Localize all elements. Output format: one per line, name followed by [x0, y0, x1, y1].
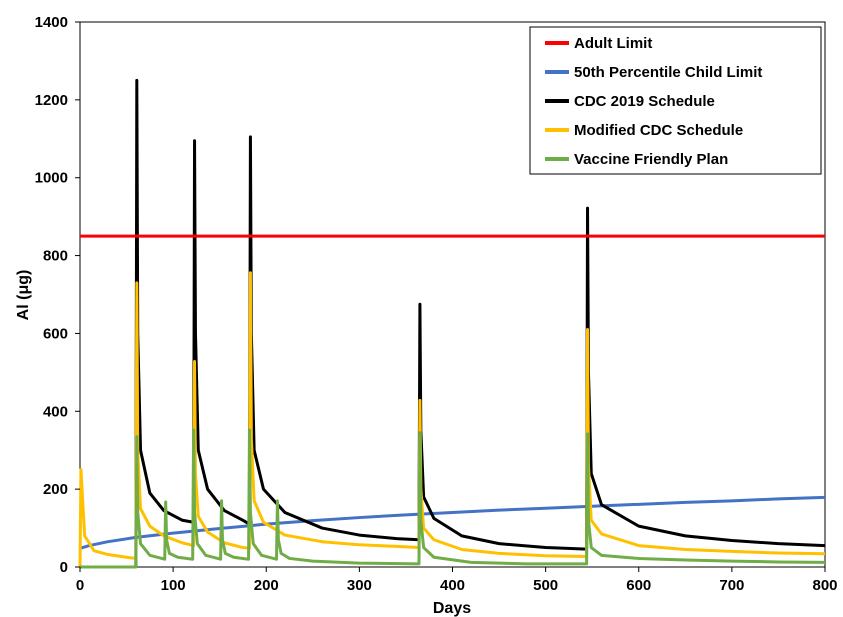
y-tick-label: 0	[60, 559, 68, 576]
y-tick-label: 1400	[35, 14, 68, 31]
axes: 0 100 200 300 400 500 600 700 800 0 200 400 600 800 10…	[35, 14, 838, 594]
x-tick-label: 400	[440, 577, 465, 594]
x-tick-label: 700	[719, 577, 744, 594]
x-tick-label: 500	[533, 577, 558, 594]
legend-label-adult-limit: Adult Limit	[574, 35, 652, 52]
x-axis-title: Days	[433, 600, 471, 617]
x-tick-label: 800	[812, 577, 837, 594]
legend: Adult Limit 50th Percentile Child Limit CD…	[529, 26, 822, 175]
x-tick-label: 300	[347, 577, 372, 594]
x-tick-label: 100	[161, 577, 186, 594]
legend-label-modified-cdc-schedule: Modified CDC Schedule	[574, 122, 743, 139]
series-line-modified-cdc-schedule	[78, 271, 826, 568]
y-axis-title: Al (μg)	[15, 270, 32, 321]
legend-label-vaccine-friendly-plan: Vaccine Friendly Plan	[574, 151, 728, 168]
legend-box	[529, 26, 822, 175]
y-tick-label: 1200	[35, 92, 68, 109]
y-tick-label: 200	[43, 481, 68, 498]
y-tick-label: 1000	[35, 170, 68, 187]
legend-label-50th-percentile-child-limit: 50th Percentile Child Limit	[574, 64, 762, 81]
series-line-vaccine-friendly-plan	[80, 428, 826, 569]
x-tick-label: 200	[254, 577, 279, 594]
x-tick-label: 0	[76, 577, 84, 594]
y-tick-label: 400	[43, 403, 68, 420]
y-tick-label: 600	[43, 325, 68, 342]
x-tick-label: 600	[626, 577, 651, 594]
series-lines	[78, 78, 826, 569]
legend-label-cdc-2019-schedule: CDC 2019 Schedule	[574, 93, 715, 110]
y-tick-label: 800	[43, 248, 68, 265]
